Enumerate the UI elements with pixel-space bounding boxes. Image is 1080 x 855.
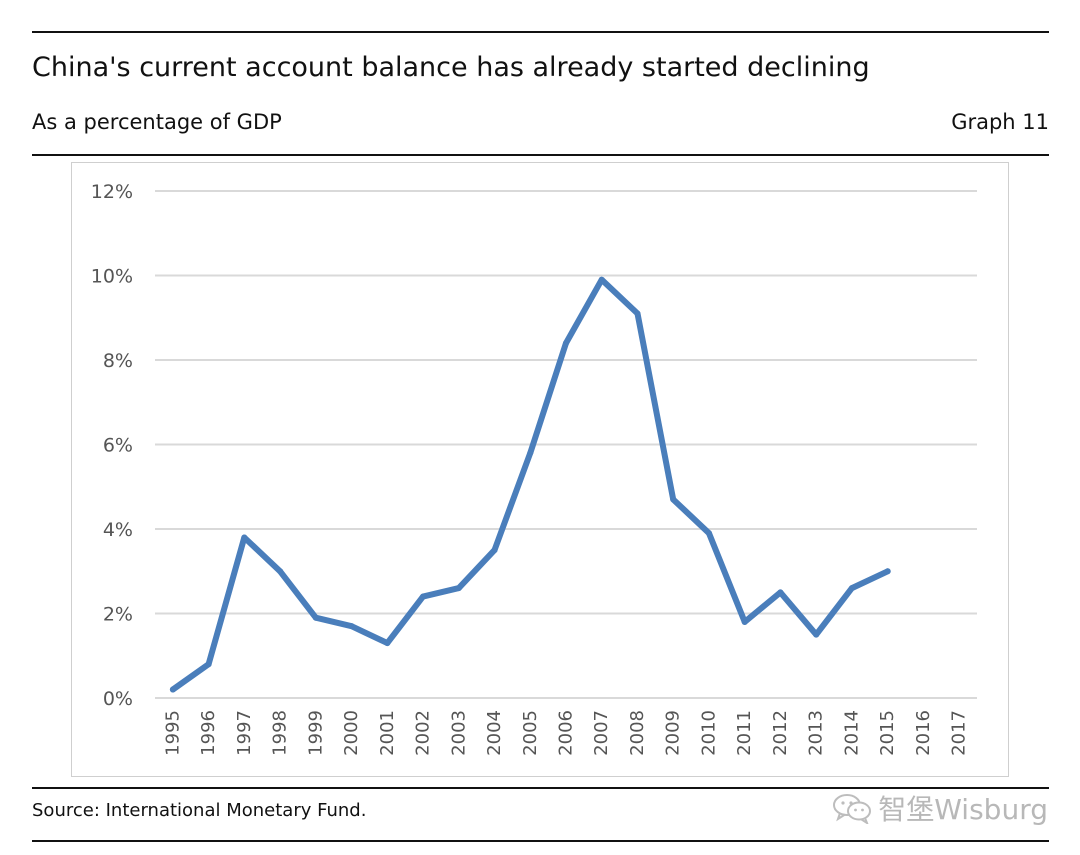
data-point bbox=[527, 449, 534, 456]
y-tick-label: 4% bbox=[103, 519, 133, 541]
source-rule bbox=[32, 787, 1049, 789]
x-tick-label: 2017 bbox=[949, 710, 970, 756]
data-point bbox=[705, 530, 712, 537]
data-point bbox=[670, 496, 677, 503]
x-tick-label: 1997 bbox=[234, 710, 255, 756]
y-tick-label: 2% bbox=[103, 604, 133, 626]
data-point bbox=[312, 614, 319, 621]
watermark-text: 智堡Wisburg bbox=[878, 793, 1048, 826]
x-tick-label: 2016 bbox=[913, 710, 934, 756]
data-point bbox=[813, 631, 820, 638]
x-tick-label: 2004 bbox=[484, 710, 505, 756]
y-tick-label: 10% bbox=[91, 266, 133, 288]
data-point bbox=[848, 585, 855, 592]
data-point bbox=[634, 310, 641, 317]
data-point bbox=[169, 686, 176, 693]
y-tick-label: 12% bbox=[91, 181, 133, 203]
data-point bbox=[563, 340, 569, 347]
line-chart: 0% 2% 4% 6% 8% 10% 12% 1995 1996 1997 1998 1999 200… bbox=[91, 181, 977, 756]
x-tick-label: 2013 bbox=[806, 710, 827, 756]
x-tick-label: 1999 bbox=[305, 710, 326, 756]
x-tick-label: 2002 bbox=[413, 710, 434, 756]
graph-label: Graph 11 bbox=[951, 110, 1049, 134]
series-line bbox=[169, 276, 891, 693]
x-tick-label: 2010 bbox=[698, 710, 719, 756]
gridlines bbox=[155, 190, 977, 699]
x-tick-label: 2014 bbox=[841, 710, 862, 756]
x-tick-label: 2015 bbox=[877, 710, 898, 756]
header-rule bbox=[32, 154, 1049, 156]
top-rule bbox=[32, 31, 1049, 33]
x-tick-label: 2008 bbox=[627, 710, 648, 756]
data-point bbox=[777, 589, 784, 596]
x-tick-label: 2012 bbox=[770, 710, 791, 756]
data-point bbox=[241, 534, 248, 541]
x-tick-label: 2009 bbox=[663, 710, 684, 756]
y-tick-label: 8% bbox=[103, 350, 133, 372]
data-point bbox=[348, 623, 355, 630]
data-point bbox=[384, 640, 391, 647]
chart-subtitle: As a percentage of GDP bbox=[32, 110, 282, 134]
data-point bbox=[277, 568, 284, 575]
wechat-icon bbox=[833, 794, 872, 824]
watermark: 智堡Wisburg bbox=[832, 788, 1048, 828]
x-tick-label: 2007 bbox=[591, 710, 612, 756]
data-point bbox=[491, 547, 498, 554]
y-axis-ticks: 0% 2% 4% 6% 8% 10% 12% bbox=[91, 181, 133, 710]
chart-frame: 0% 2% 4% 6% 8% 10% 12% 1995 1996 1997 1998 1999 200… bbox=[71, 162, 1009, 777]
y-tick-label: 0% bbox=[103, 688, 133, 710]
y-tick-label: 6% bbox=[103, 435, 133, 457]
data-point bbox=[741, 618, 748, 625]
x-tick-label: 1998 bbox=[270, 710, 291, 756]
x-tick-label: 2006 bbox=[556, 710, 577, 756]
x-tick-label: 2003 bbox=[448, 710, 469, 756]
series bbox=[169, 276, 891, 693]
x-tick-label: 2005 bbox=[520, 710, 541, 756]
x-tick-label: 1995 bbox=[162, 710, 183, 756]
data-point bbox=[455, 585, 462, 592]
data-point bbox=[884, 568, 891, 575]
data-point bbox=[598, 276, 605, 283]
source-note: Source: International Monetary Fund. bbox=[32, 800, 367, 821]
x-axis-ticks: 1995 1996 1997 1998 1999 2000 2001 2002 2003 2004… bbox=[162, 710, 969, 756]
data-point bbox=[205, 661, 212, 668]
bottom-rule bbox=[32, 840, 1049, 842]
data-point bbox=[420, 593, 427, 600]
x-tick-label: 2001 bbox=[377, 710, 398, 756]
x-tick-label: 2000 bbox=[341, 710, 362, 756]
x-tick-label: 1996 bbox=[198, 710, 219, 756]
chart-title: China's current account balance has alre… bbox=[32, 52, 870, 83]
x-tick-label: 2011 bbox=[734, 710, 755, 756]
